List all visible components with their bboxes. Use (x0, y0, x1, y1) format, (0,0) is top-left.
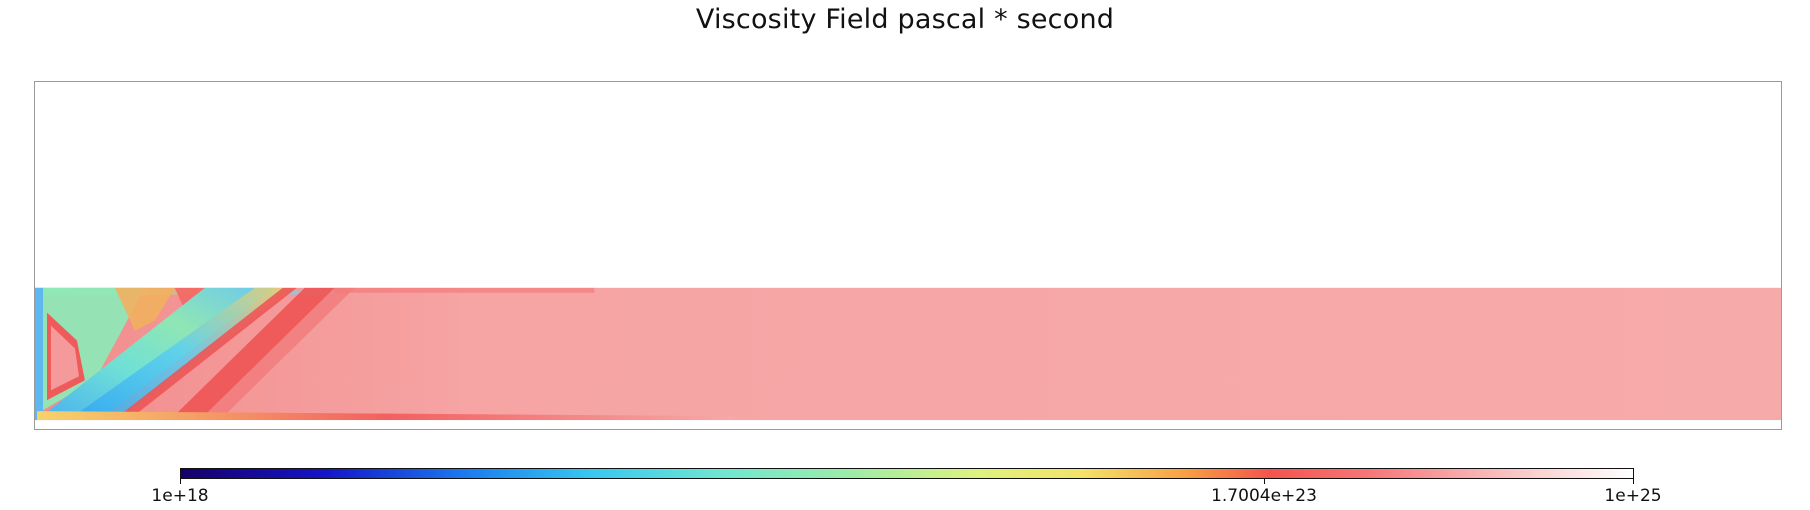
orange-patch (114, 287, 175, 331)
left-pink-core (50, 325, 79, 391)
colorbar: 1e+18 1.7004e+23 1e+25 (151, 468, 1662, 506)
colorbar-label-mid: 1.7004e+23 (1211, 486, 1317, 506)
left-boundary (35, 287, 43, 421)
colorbar-label-min: 1e+18 (151, 486, 209, 506)
colorbar-tick-mid (1264, 478, 1265, 484)
plot-area (34, 81, 1782, 430)
diagonal-weak-band-2 (74, 287, 295, 416)
viscosity-field (35, 287, 1781, 421)
colorbar-gradient (180, 468, 1634, 479)
colorbar-label-max: 1e+25 (1604, 486, 1662, 506)
bottom-strip (36, 411, 735, 421)
shear-band-2 (174, 287, 335, 416)
shear-band-1 (119, 287, 297, 416)
shear-band-3 (204, 287, 355, 416)
colorbar-tick-max (1633, 478, 1634, 484)
chart-title: Viscosity Field pascal * second (695, 4, 1115, 35)
colorbar-tick-min (180, 478, 181, 484)
red-patch (174, 287, 205, 311)
upper-red-fringe (334, 287, 595, 293)
